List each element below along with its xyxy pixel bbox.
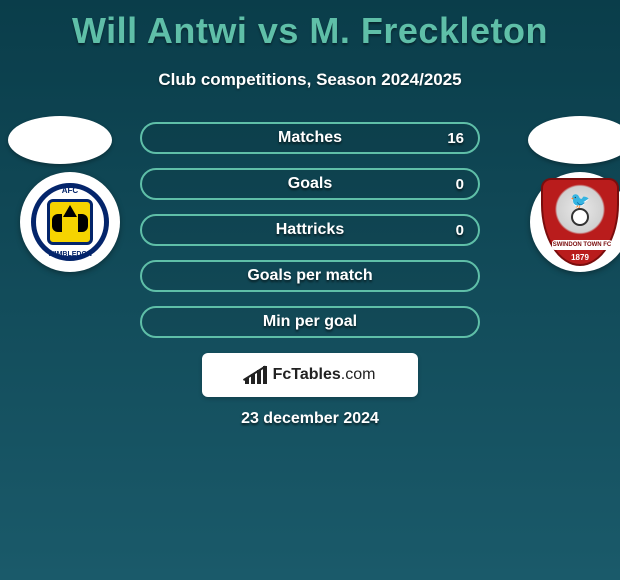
- afc-wimbledon-crest-icon: AFC WIMBLEDON: [31, 183, 109, 261]
- stat-label: Goals per match: [247, 267, 372, 285]
- stat-right-value: 0: [456, 176, 464, 193]
- stats-panel: Matches 16 Goals 0 Hattricks 0 Goals per…: [140, 122, 480, 352]
- crest-right-year: 1879: [543, 253, 617, 262]
- stat-right-value: 0: [456, 222, 464, 239]
- crest-left-name: WIMBLEDON: [36, 251, 104, 258]
- title-player-left: Will Antwi: [72, 10, 247, 51]
- stat-label: Matches: [278, 129, 342, 147]
- swindon-crest-icon: 🐦 SWINDON TOWN FC 1879: [541, 178, 619, 266]
- page-title: Will Antwi vs M. Freckleton: [0, 0, 620, 52]
- crest-left-abbr: AFC: [36, 186, 104, 195]
- title-vs: vs: [258, 10, 299, 51]
- player-avatar-right: [528, 116, 620, 164]
- footer-date: 23 december 2024: [0, 410, 620, 428]
- title-player-right: M. Freckleton: [309, 10, 548, 51]
- bar-chart-icon: [245, 366, 267, 384]
- stat-row-goals-per-match: Goals per match: [140, 260, 480, 292]
- brand-name: FcTables: [273, 366, 341, 383]
- player-avatar-left: [8, 116, 112, 164]
- stat-label: Goals: [288, 175, 332, 193]
- club-badge-left: AFC WIMBLEDON: [20, 172, 120, 272]
- club-badge-right: 🐦 SWINDON TOWN FC 1879: [530, 172, 620, 272]
- brand-link[interactable]: FcTables.com: [202, 353, 418, 397]
- stat-row-hattricks: Hattricks 0: [140, 214, 480, 246]
- stat-label: Hattricks: [276, 221, 344, 239]
- brand-text: FcTables.com: [273, 366, 376, 384]
- crest-right-banner: SWINDON TOWN FC: [552, 240, 612, 250]
- stat-label: Min per goal: [263, 313, 357, 331]
- brand-suffix: .com: [341, 366, 376, 383]
- stat-row-goals: Goals 0: [140, 168, 480, 200]
- stat-right-value: 16: [447, 130, 464, 147]
- subtitle: Club competitions, Season 2024/2025: [0, 70, 620, 90]
- stat-row-min-per-goal: Min per goal: [140, 306, 480, 338]
- stat-row-matches: Matches 16: [140, 122, 480, 154]
